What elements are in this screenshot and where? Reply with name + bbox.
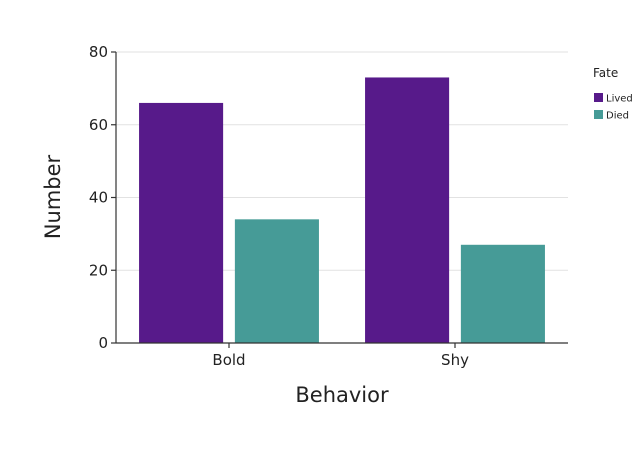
y-tick-label: 0 bbox=[98, 334, 108, 352]
bar-died-bold bbox=[234, 219, 319, 343]
y-tick-label: 80 bbox=[89, 43, 108, 61]
legend-swatch-died bbox=[594, 110, 603, 119]
x-tick-label: Shy bbox=[441, 351, 469, 369]
legend-items: Lived Died bbox=[594, 93, 633, 122]
y-tick-label: 20 bbox=[89, 261, 108, 279]
bar-died-shy bbox=[460, 244, 545, 343]
legend-label-died: Died bbox=[606, 111, 629, 122]
legend-title: Fate bbox=[593, 66, 618, 80]
y-tick-label: 60 bbox=[89, 116, 108, 134]
legend: Fate Lived Died bbox=[593, 66, 633, 122]
x-tick-label: Bold bbox=[212, 351, 245, 369]
x-axis-title: Behavior bbox=[295, 383, 389, 407]
y-tick-label: 40 bbox=[89, 189, 108, 207]
x-ticks: Bold Shy bbox=[212, 343, 469, 369]
bar-lived-shy bbox=[365, 77, 450, 344]
y-axis-title: Number bbox=[41, 154, 65, 239]
bars bbox=[139, 77, 545, 344]
bar-lived-bold bbox=[139, 102, 224, 343]
legend-swatch-lived bbox=[594, 93, 603, 102]
y-ticks: 0 20 40 60 80 bbox=[89, 43, 116, 352]
legend-label-lived: Lived bbox=[606, 94, 633, 105]
